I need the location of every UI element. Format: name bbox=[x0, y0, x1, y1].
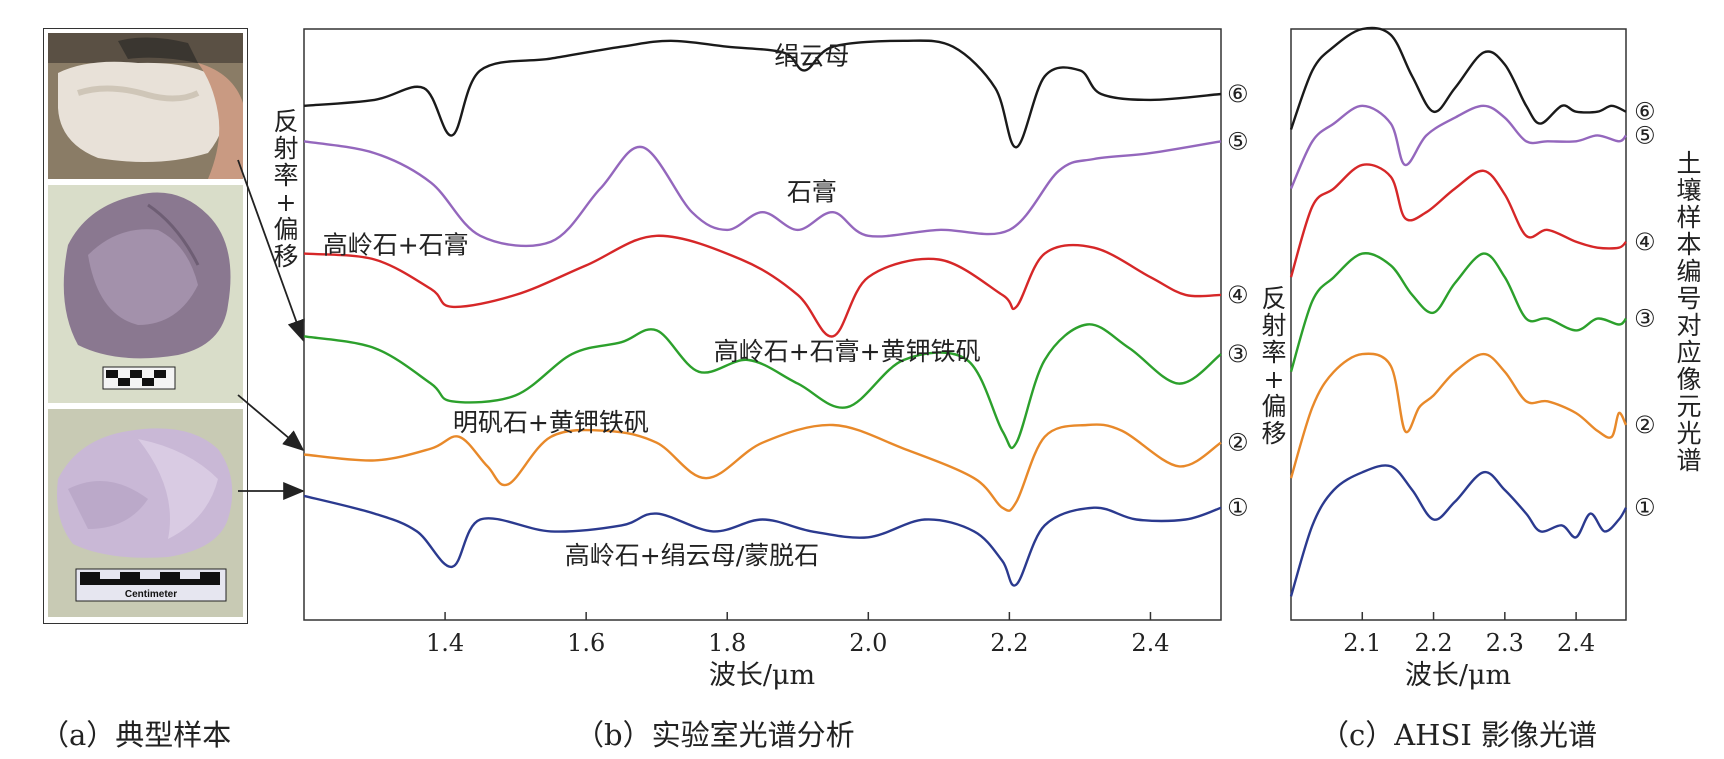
mineral-annotation: 明矾石+黄钾铁矾 bbox=[453, 408, 649, 437]
series-end-label: ③ bbox=[1227, 340, 1249, 368]
spectrum-line-③ bbox=[1289, 252, 1627, 373]
sample-photo-3: Centimeter bbox=[48, 409, 243, 617]
series-end-label: ④ bbox=[1634, 228, 1656, 256]
caption-panel-c: （c）AHSI 影像光谱 bbox=[1320, 718, 1598, 752]
series-end-label: ⑥ bbox=[1634, 98, 1656, 126]
sample-photo-1 bbox=[48, 33, 243, 179]
x-tick-label: 2.2 bbox=[990, 629, 1028, 657]
series-end-label: ⑤ bbox=[1227, 127, 1249, 155]
spectrum-line-② bbox=[1289, 352, 1628, 479]
x-tick-label: 2.0 bbox=[849, 629, 887, 657]
series-end-label: ⑤ bbox=[1634, 121, 1656, 149]
arrow-sample-1 bbox=[237, 159, 305, 342]
mineral-annotation: 高岭石+石膏+黄钾铁矾 bbox=[714, 337, 981, 366]
series-end-label: ① bbox=[1227, 494, 1249, 522]
ahsi-y-axis-label: 反射率 + 偏移 bbox=[1261, 284, 1287, 448]
lab-y-axis-label: 反射率 + 偏移 bbox=[273, 107, 299, 271]
x-tick-label: 1.4 bbox=[426, 629, 464, 657]
mineral-annotation: 高岭石+石膏 bbox=[323, 231, 469, 260]
spectrum-line-② bbox=[303, 423, 1222, 512]
x-tick-label: 2.3 bbox=[1486, 629, 1524, 657]
lab-x-axis-label: 波长/μm bbox=[709, 660, 815, 691]
mineral-annotation: 石膏 bbox=[787, 177, 837, 206]
ahsi-x-axis-label: 波长/μm bbox=[1405, 660, 1511, 691]
spectrum-line-① bbox=[303, 494, 1222, 587]
series-end-label: ④ bbox=[1227, 281, 1249, 309]
spectrum-line-⑥ bbox=[1289, 26, 1627, 130]
sample-photo-panel: Centimeter bbox=[43, 28, 248, 624]
spectrum-line-① bbox=[1289, 464, 1628, 597]
series-end-label: ② bbox=[1227, 429, 1249, 457]
spectrum-line-⑤ bbox=[1289, 104, 1627, 190]
series-end-label: ① bbox=[1634, 494, 1656, 522]
caption-panel-a: （a）典型样本 bbox=[40, 718, 232, 752]
scale-bar-label: Centimeter bbox=[125, 589, 177, 600]
x-tick-label: 2.1 bbox=[1343, 629, 1381, 657]
x-tick-label: 2.4 bbox=[1557, 629, 1595, 657]
series-end-label: ③ bbox=[1634, 305, 1656, 333]
spectrum-line-⑤ bbox=[303, 140, 1222, 248]
mineral-annotation: 高岭石+绢云母/蒙脱石 bbox=[565, 541, 819, 570]
caption-panel-b: （b）实验室光谱分析 bbox=[575, 718, 855, 752]
pixel-spectra-side-label: 土壤样本编号对应像元光谱 bbox=[1676, 149, 1702, 475]
lab-spectra-plot-frame bbox=[303, 28, 1222, 621]
mineral-annotation: 绢云母 bbox=[774, 41, 849, 70]
x-tick-label: 1.6 bbox=[567, 629, 605, 657]
ahsi-spectra-plot-frame bbox=[1290, 28, 1627, 621]
series-end-label: ⑥ bbox=[1227, 80, 1249, 108]
spectrum-line-④ bbox=[1289, 163, 1627, 278]
series-end-label: ② bbox=[1634, 411, 1656, 439]
x-tick-label: 2.2 bbox=[1414, 629, 1452, 657]
spectrum-line-⑥ bbox=[303, 39, 1222, 149]
sample-photo-2 bbox=[48, 185, 243, 403]
arrow-sample-2 bbox=[237, 394, 305, 452]
spectrum-line-④ bbox=[303, 234, 1222, 338]
x-tick-label: 1.8 bbox=[708, 629, 746, 657]
x-tick-label: 2.4 bbox=[1131, 629, 1169, 657]
spectrum-line-③ bbox=[303, 323, 1222, 449]
